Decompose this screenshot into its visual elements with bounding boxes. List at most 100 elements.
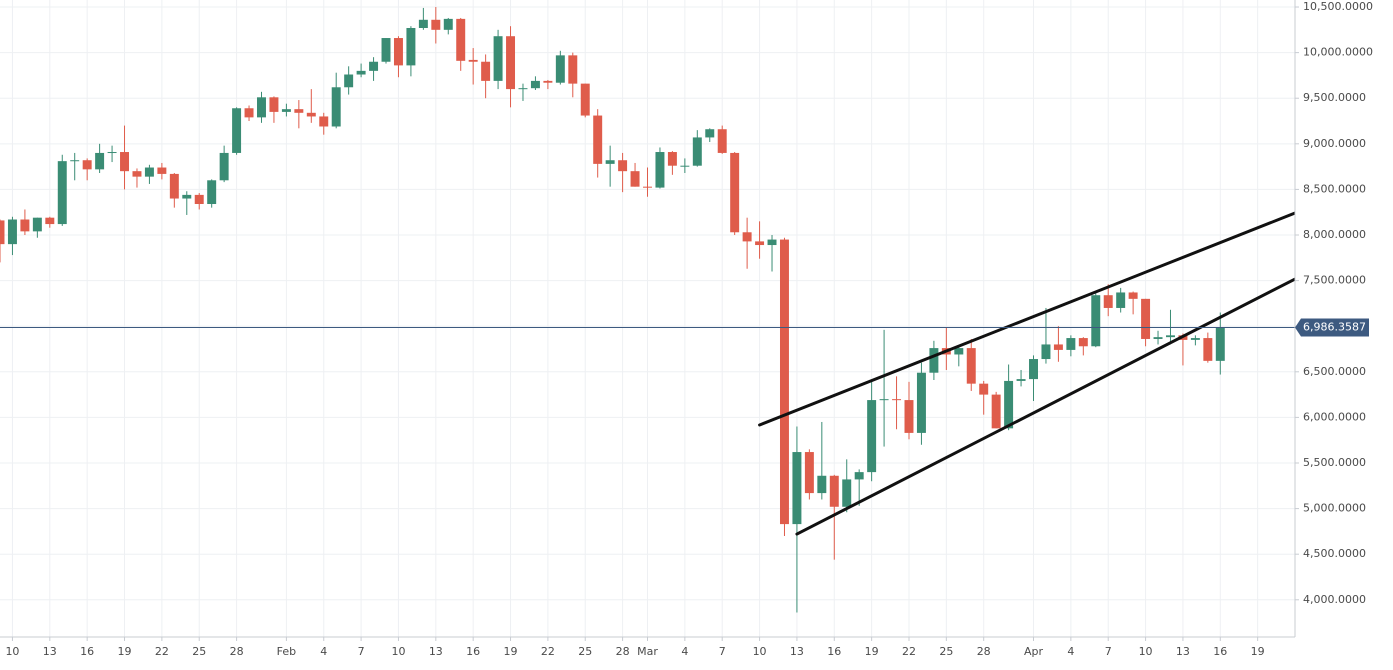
candle-body xyxy=(1091,295,1101,347)
x-tick-label: 28 xyxy=(977,645,991,658)
candle-body xyxy=(1203,338,1213,361)
trendline xyxy=(795,277,1295,536)
x-tick-label: 7 xyxy=(358,645,365,658)
candle-body xyxy=(991,394,1001,429)
current-price-label: 6,986.3587 xyxy=(1303,320,1366,333)
candle-body xyxy=(182,194,192,199)
candle-body xyxy=(580,83,590,116)
candle-body xyxy=(244,108,254,118)
x-tick-label: 7 xyxy=(719,645,726,658)
candle-body xyxy=(1041,344,1051,360)
x-tick-label: Feb xyxy=(277,645,296,658)
candle-body xyxy=(269,97,279,112)
candle-body xyxy=(680,165,690,167)
grid xyxy=(0,0,1295,637)
candle-body xyxy=(755,241,765,246)
candle-body xyxy=(1016,379,1026,381)
candle-body xyxy=(132,171,142,177)
candle-body xyxy=(443,18,453,30)
trendline xyxy=(758,211,1295,427)
y-tick-label: 6,000.0000 xyxy=(1303,410,1366,423)
candle-body xyxy=(506,36,516,90)
candle-body xyxy=(717,129,727,153)
x-tick-label: 13 xyxy=(429,645,443,658)
candle-body xyxy=(369,61,379,71)
candle-body xyxy=(344,74,354,88)
candle-body xyxy=(1116,292,1126,308)
candle-body xyxy=(593,115,603,164)
candle-body xyxy=(1066,338,1076,350)
candle-body xyxy=(169,173,179,199)
x-tick-label: 19 xyxy=(865,645,879,658)
candle-body xyxy=(157,167,167,174)
x-tick-label: 4 xyxy=(1067,645,1074,658)
candle-body xyxy=(979,383,989,395)
candle-body xyxy=(892,399,902,401)
candle-body xyxy=(692,137,702,166)
candle-body xyxy=(954,348,964,355)
x-tick-label: 19 xyxy=(504,645,518,658)
plot-area xyxy=(0,7,1295,613)
candle-body xyxy=(904,400,914,433)
x-tick-label: 7 xyxy=(1105,645,1112,658)
candle-body xyxy=(144,167,154,177)
y-tick-label: 6,500.0000 xyxy=(1303,365,1366,378)
candle-body xyxy=(257,97,266,118)
candle-body xyxy=(82,160,92,170)
candle-body xyxy=(730,152,740,233)
x-tick-label: 10 xyxy=(5,645,19,658)
candle-body xyxy=(929,348,939,373)
x-tick-label: 22 xyxy=(902,645,916,658)
candle-body xyxy=(618,160,628,172)
candle-body xyxy=(530,80,540,89)
y-tick-label: 5,500.0000 xyxy=(1303,456,1366,469)
candle-body xyxy=(0,220,5,245)
y-tick-label: 4,500.0000 xyxy=(1303,547,1366,560)
candle-body xyxy=(95,152,105,170)
x-tick-label: 25 xyxy=(192,645,206,658)
candle-body xyxy=(120,152,130,172)
candle-body xyxy=(32,217,42,232)
axes: 4,000.0000 4,500.0000 5,000.0000 5,500.0000… xyxy=(5,0,1373,658)
candle-body xyxy=(493,36,503,81)
candle-body xyxy=(1128,292,1138,299)
candle-body xyxy=(232,108,242,153)
y-tick-label: 10,500.0000 xyxy=(1303,0,1373,13)
candle-body xyxy=(356,70,366,75)
candle-body xyxy=(742,232,752,242)
candle-body xyxy=(45,217,55,225)
candle-body xyxy=(630,171,640,187)
y-tick-label: 10,000.0000 xyxy=(1303,46,1373,59)
candle-body xyxy=(57,161,67,225)
x-tick-label: 28 xyxy=(230,645,244,658)
candle-body xyxy=(916,372,926,433)
x-tick-label: 19 xyxy=(1251,645,1265,658)
candle-body xyxy=(294,109,304,113)
candle-body xyxy=(767,239,777,246)
candle-body xyxy=(879,399,889,401)
x-tick-label: 16 xyxy=(80,645,94,658)
candle-body xyxy=(568,55,578,84)
x-tick-label: 10 xyxy=(753,645,767,658)
candle-body xyxy=(70,160,80,162)
x-tick-label: Apr xyxy=(1024,645,1044,658)
y-tick-label: 8,500.0000 xyxy=(1303,182,1366,195)
candle-body xyxy=(319,116,329,127)
candle-body xyxy=(867,400,877,473)
x-tick-label: 25 xyxy=(939,645,953,658)
candle-body xyxy=(705,129,715,138)
candle-body xyxy=(194,194,204,205)
candle-body xyxy=(655,152,665,188)
candle-body xyxy=(1078,338,1088,347)
candle-body xyxy=(1053,344,1063,350)
x-tick-label: 13 xyxy=(1176,645,1190,658)
x-tick-label: 13 xyxy=(790,645,804,658)
candle-body xyxy=(543,80,553,83)
x-tick-label: 10 xyxy=(1139,645,1153,658)
x-tick-label: 4 xyxy=(320,645,327,658)
candle-body xyxy=(306,112,316,117)
y-tick-label: 9,500.0000 xyxy=(1303,91,1366,104)
candle-body xyxy=(481,61,491,81)
candle-body xyxy=(1029,359,1038,380)
